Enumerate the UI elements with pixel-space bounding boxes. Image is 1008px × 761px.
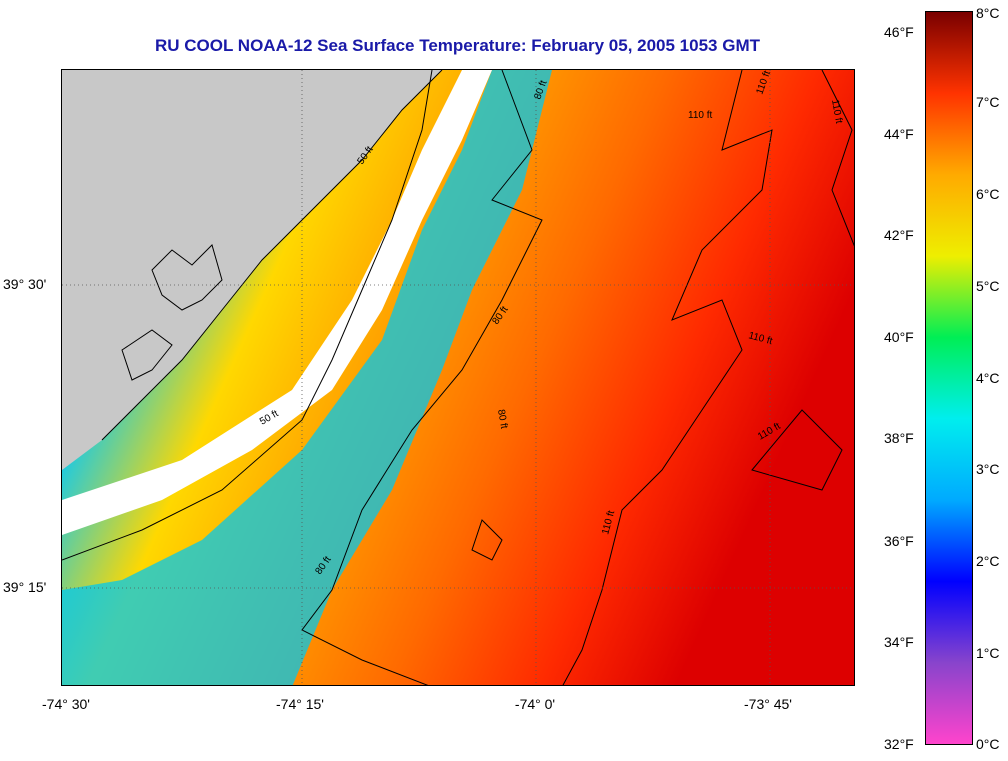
no-data-region <box>62 70 492 535</box>
colorbar-celsius-label: 5°C <box>976 278 1000 294</box>
sst-map: 50 ft 50 ft 80 ft 80 ft 80 ft 80 ft 110 … <box>61 69 855 686</box>
contour-lines <box>62 70 854 685</box>
x-axis-label: -74° 0' <box>514 696 556 712</box>
cold-water-band <box>62 70 552 685</box>
colorbar-celsius-label: 6°C <box>976 186 1000 202</box>
coastline-outline <box>101 70 443 441</box>
map-title: RU COOL NOAA-12 Sea Surface Temperature:… <box>155 36 760 55</box>
colorbar-fahrenheit-label: 38°F <box>884 430 914 446</box>
colorbar-fahrenheit-label: 46°F <box>884 24 914 40</box>
contour-label: 110 ft <box>829 99 844 125</box>
colorbar-celsius-label: 0°C <box>976 736 1000 752</box>
colorbar-fahrenheit-label: 36°F <box>884 533 914 549</box>
x-axis-label: -74° 15' <box>276 696 324 712</box>
colorbar-fahrenheit-label: 40°F <box>884 329 914 345</box>
land-mass <box>62 70 442 470</box>
contour-label: 110 ft <box>688 110 712 121</box>
colorbar-celsius-label: 1°C <box>976 645 1000 661</box>
grid-lines <box>62 70 854 685</box>
colorbar-celsius-label: 4°C <box>976 370 1000 386</box>
colorbar-fahrenheit-label: 42°F <box>884 227 914 243</box>
temperature-colorbar <box>925 11 973 745</box>
y-axis-label: 39° 30' <box>3 276 47 292</box>
x-axis-label: -74° 30' <box>42 696 90 712</box>
colorbar-celsius-label: 8°C <box>976 5 1000 21</box>
y-axis-label: 39° 15' <box>3 579 47 595</box>
colorbar-celsius-label: 3°C <box>976 461 1000 477</box>
contour-label: 80 ft <box>495 409 509 430</box>
colorbar-celsius-label: 2°C <box>976 553 1000 569</box>
colorbar-fahrenheit-label: 32°F <box>884 736 914 752</box>
colorbar-fahrenheit-label: 44°F <box>884 126 914 142</box>
x-axis-label: -73° 45' <box>744 696 792 712</box>
colorbar-fahrenheit-label: 34°F <box>884 634 914 650</box>
colorbar-celsius-label: 7°C <box>976 94 1000 110</box>
